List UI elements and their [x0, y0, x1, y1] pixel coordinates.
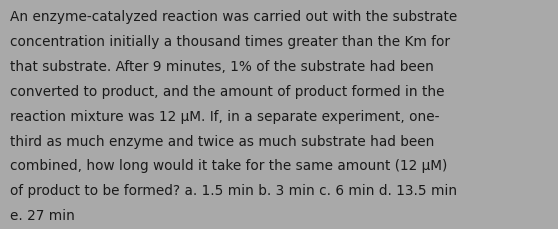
Text: third as much enzyme and twice as much substrate had been: third as much enzyme and twice as much s…: [10, 134, 435, 148]
Text: combined, how long would it take for the same amount (12 μM): combined, how long would it take for the…: [10, 159, 448, 173]
Text: reaction mixture was 12 μM. If, in a separate experiment, one-: reaction mixture was 12 μM. If, in a sep…: [10, 109, 440, 123]
Text: concentration initially a thousand times greater than the Km for: concentration initially a thousand times…: [10, 35, 450, 49]
Text: converted to product, and the amount of product formed in the: converted to product, and the amount of …: [10, 85, 445, 98]
Text: An enzyme-catalyzed reaction was carried out with the substrate: An enzyme-catalyzed reaction was carried…: [10, 10, 458, 24]
Text: e. 27 min: e. 27 min: [10, 208, 75, 222]
Text: that substrate. After 9 minutes, 1% of the substrate had been: that substrate. After 9 minutes, 1% of t…: [10, 60, 434, 74]
Text: of product to be formed? a. 1.5 min b. 3 min c. 6 min d. 13.5 min: of product to be formed? a. 1.5 min b. 3…: [10, 183, 457, 197]
